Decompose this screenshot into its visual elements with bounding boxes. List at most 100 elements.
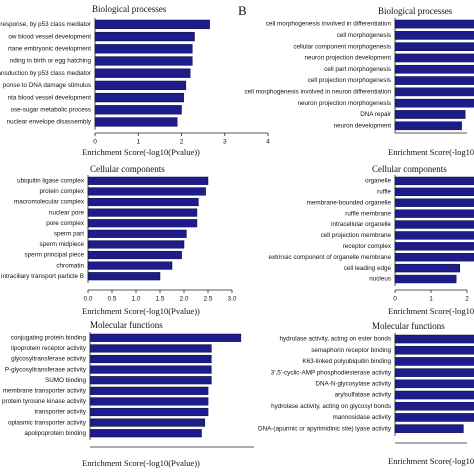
category-label: nta blood vessel development [8, 94, 92, 101]
bar [87, 229, 187, 238]
chart-title: Biological processes [378, 6, 453, 16]
bar [394, 231, 474, 240]
bar [94, 56, 193, 66]
category-label: sperm part [54, 230, 84, 237]
bar [87, 261, 173, 270]
x-tick-label: 0 [393, 296, 397, 303]
category-label: hydrolase activity, acting on ester bond… [279, 336, 391, 343]
x-tick-label: 0.5 [107, 296, 116, 303]
bar [394, 274, 457, 284]
category-label: conjugating protein binding [11, 334, 87, 341]
bar [394, 209, 474, 218]
x-tick-label: 1 [429, 296, 433, 303]
bar [89, 354, 212, 364]
category-label: K63-linked polyubiquitin binding [302, 358, 391, 365]
category-label: macromolecular complex [14, 199, 85, 206]
bar [394, 42, 474, 51]
bar [94, 31, 195, 42]
bar [394, 53, 474, 63]
bar [87, 187, 206, 196]
bar [394, 220, 474, 229]
bar [394, 76, 474, 85]
x-tick-label: 4 [266, 139, 270, 146]
x-axis-label: Enrichment Score(-log10(Pvalue)) [82, 147, 200, 157]
bar [94, 117, 178, 127]
bar [394, 345, 474, 355]
bar [394, 368, 474, 377]
category-label: cellular component morphogenesis [293, 43, 391, 50]
category-label: rtane embryonic development [8, 45, 91, 52]
x-axis-label: Enrichment Score(-log10(Pvalue) [388, 456, 474, 466]
category-label: ruffle membrane [345, 210, 391, 217]
category-label: cell leading edge [344, 265, 392, 272]
bar [394, 187, 474, 196]
x-tick-label: 1.5 [155, 296, 164, 303]
bar [394, 121, 462, 131]
bar [394, 176, 474, 186]
category-label: SUMO binding [45, 377, 86, 384]
x-axis-label: Enrichment Score(-log10(Pvalue [388, 306, 474, 316]
category-label: glycosyltransferase activity [11, 356, 87, 363]
category-label: protein tyrosine kinase activity [2, 398, 87, 405]
chart-title: Cellular components [90, 164, 165, 174]
category-label: gulation of signal transduction by p53 c… [0, 70, 91, 77]
category-label: cell morphogenesis involved in neuron di… [244, 89, 391, 96]
x-tick-label: 3 [223, 139, 227, 146]
category-label: receptor complex [343, 243, 392, 250]
bar [87, 250, 182, 260]
bar [394, 31, 474, 40]
bar [89, 386, 209, 395]
x-tick-label: 1.0 [131, 296, 140, 303]
bar [394, 263, 461, 273]
chart-title: Molecular functions [90, 320, 163, 330]
bar [89, 333, 242, 342]
bar [89, 376, 212, 385]
category-label: cell morphogenesis involved in different… [266, 21, 392, 28]
bar [87, 176, 209, 185]
bar [394, 253, 474, 262]
bar [94, 19, 210, 30]
bar [94, 68, 191, 78]
category-label: intraciliary transport particle B [1, 273, 84, 280]
bar [394, 424, 464, 433]
category-label: transporter activity [35, 409, 87, 416]
bar [87, 208, 198, 217]
category-label: lipoprotein receptor activity [11, 345, 87, 352]
bar [89, 344, 212, 353]
bar [394, 110, 466, 119]
category-label: neuron development [334, 122, 392, 129]
bar [87, 219, 198, 228]
x-tick-label: 0 [93, 139, 97, 146]
bar [89, 418, 206, 427]
category-label: sperm principal piece [25, 252, 85, 259]
category-label: 3',5'-cyclic-AMP phosphodiesterase activ… [271, 369, 392, 376]
category-label: nding in birth or egg hatching [10, 58, 92, 65]
category-label: DNA-N-glycosylase activity [315, 381, 391, 388]
bar [87, 272, 161, 281]
x-axis-label: Enrichment Score(-log10(Pvalue)) [82, 306, 200, 316]
category-label: neuron projection morphogenesis [298, 100, 391, 107]
category-label: membrane-bounded organelle [307, 199, 392, 206]
category-label: pore complex [46, 220, 85, 227]
x-tick-label: 2 [180, 139, 184, 146]
x-tick-label: 2.5 [203, 296, 212, 303]
category-label: oplasmic transporter activity [8, 419, 87, 426]
bar [394, 98, 474, 108]
category-label: intracellular organelle [331, 221, 391, 228]
category-label: ubiquitin ligase complex [17, 177, 85, 184]
category-label: nuclear envelope disassembly [7, 119, 92, 126]
bar [94, 92, 184, 103]
bar [394, 242, 474, 251]
category-label: semaphorin receptor binding [311, 347, 391, 354]
bar [394, 198, 474, 207]
bar [394, 357, 474, 366]
category-label: hydrolase activity, acting on glycosyl b… [271, 403, 391, 410]
category-label: DNA-(apurinic or apyrimidinic site) lyas… [258, 425, 392, 432]
category-label: neuron projection development [305, 55, 392, 62]
category-label: ose-sugar metabolic process [11, 106, 92, 113]
category-label: cell projection morphogenesis [308, 77, 391, 84]
category-label: membrane transporter activity [3, 387, 87, 394]
bar [394, 64, 474, 74]
category-label: P-glycosyltransferase activity [5, 366, 87, 373]
